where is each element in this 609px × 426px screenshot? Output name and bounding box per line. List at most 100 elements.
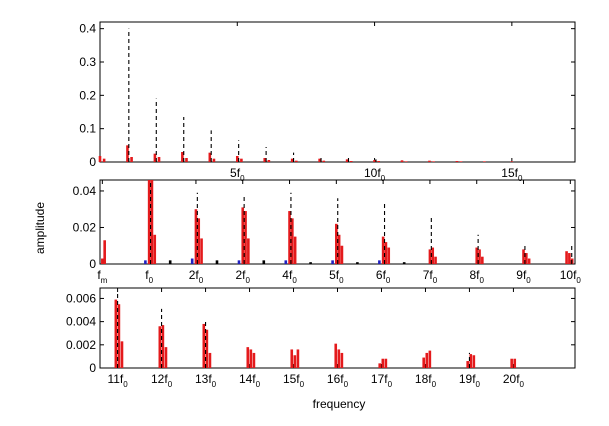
plot-frame xyxy=(99,21,576,163)
red-bar xyxy=(246,347,250,368)
black-bar xyxy=(309,262,312,264)
x-tick-sub: 0 xyxy=(212,380,217,389)
x-tick-label: 6f0 xyxy=(376,268,391,285)
red-bar xyxy=(263,158,267,162)
red-bar xyxy=(296,349,300,368)
x-tick-base: 5f xyxy=(329,268,340,282)
red-bar xyxy=(130,157,133,162)
red-bar xyxy=(340,352,344,368)
y-axis-label: amplitude xyxy=(33,202,47,254)
red-bar xyxy=(241,207,245,264)
red-bar xyxy=(345,159,349,162)
red-bar xyxy=(349,161,353,162)
x-tick-sub: 0 xyxy=(300,380,305,389)
red-bar xyxy=(267,160,271,162)
red-bar xyxy=(208,352,212,368)
x-tick-base: 2f xyxy=(235,268,246,282)
x-tick-sub: 0 xyxy=(339,276,344,285)
red-bar xyxy=(293,236,297,264)
x-tick-base: 15f xyxy=(283,372,300,386)
red-bar xyxy=(431,247,435,264)
red-bar xyxy=(194,209,198,264)
red-bar xyxy=(422,357,426,368)
y-tick-label: 0 xyxy=(89,361,96,375)
red-bar xyxy=(337,349,341,368)
red-bar xyxy=(185,158,188,162)
red-bar xyxy=(428,160,431,162)
x-tick-label: 9f0 xyxy=(516,268,531,285)
red-bar xyxy=(510,161,514,162)
x-tick-sub: m xyxy=(101,276,108,285)
red-bar xyxy=(290,158,294,162)
x-tick-sub: 0 xyxy=(432,380,437,389)
red-bar xyxy=(212,158,216,162)
red-bar xyxy=(434,256,437,264)
red-bar xyxy=(181,152,184,162)
red-bar xyxy=(459,161,463,162)
red-bar xyxy=(202,323,206,368)
x-tick-label: 10f0 xyxy=(560,268,582,285)
red-bar xyxy=(404,161,408,162)
x-tick-sub: 0 xyxy=(480,276,485,285)
x-tick-sub: 0 xyxy=(168,380,173,389)
y-tick-label: 0 xyxy=(89,257,96,271)
red-bar xyxy=(247,238,250,264)
x-tick-label: f0 xyxy=(145,268,153,285)
x-tick-sub: 0 xyxy=(240,174,245,183)
x-tick-label: 10f0 xyxy=(364,166,386,183)
blue-bar xyxy=(284,260,288,264)
blue-bar xyxy=(237,260,241,264)
x-tick-sub: 0 xyxy=(526,276,531,285)
red-bar xyxy=(150,180,154,264)
x-tick-label: 12f0 xyxy=(151,372,173,389)
x-tick-base: f xyxy=(97,268,101,282)
x-tick-base: 6f xyxy=(376,268,387,282)
y-tick-label: 0.02 xyxy=(73,220,97,234)
x-tick-base: 19f xyxy=(459,372,476,386)
red-bar xyxy=(373,160,376,162)
blue-bar xyxy=(378,260,381,264)
x-tick-base: 7f xyxy=(423,268,434,282)
y-tick-label: 0.1 xyxy=(79,122,96,136)
red-bar xyxy=(475,247,479,264)
x-tick-base: 11f xyxy=(107,372,123,386)
red-bar xyxy=(400,160,404,162)
red-bar xyxy=(103,240,106,264)
x-tick-base: 18f xyxy=(415,372,432,386)
red-bar xyxy=(147,180,151,264)
red-bar xyxy=(153,234,157,264)
x-tick-sub: 0 xyxy=(433,276,438,285)
red-bar xyxy=(244,211,247,264)
y-tick-label: 0.004 xyxy=(66,315,96,329)
red-bar xyxy=(200,238,203,264)
x-tick-base: 10f xyxy=(364,166,381,180)
red-bar xyxy=(527,258,531,264)
x-tick-label: 15f0 xyxy=(501,166,523,183)
x-tick-sub: 0 xyxy=(256,380,261,389)
x-tick-sub: 0 xyxy=(518,174,523,183)
y-tick-label: 0.3 xyxy=(79,55,96,69)
black-bar xyxy=(168,260,172,264)
red-bar xyxy=(483,161,486,162)
red-bar xyxy=(101,258,104,264)
red-bar xyxy=(455,161,459,162)
x-tick-base: 8f xyxy=(469,268,480,282)
x-tick-sub: 0 xyxy=(520,380,525,389)
red-bar xyxy=(469,354,473,368)
red-bar xyxy=(428,350,432,368)
y-tick-label: 0.006 xyxy=(66,291,96,305)
red-bar xyxy=(432,161,435,162)
x-tick-sub: 0 xyxy=(123,380,128,389)
red-bar xyxy=(510,358,513,368)
y-tick-label: 0 xyxy=(89,155,96,169)
x-tick-base: 17f xyxy=(371,372,388,386)
black-bar xyxy=(402,262,406,264)
red-bar xyxy=(384,358,388,368)
red-bar xyxy=(252,352,256,368)
red-bar xyxy=(102,158,106,162)
x-tick-sub: 0 xyxy=(292,276,297,285)
red-bar xyxy=(291,218,294,264)
x-tick-base: f xyxy=(145,268,149,282)
